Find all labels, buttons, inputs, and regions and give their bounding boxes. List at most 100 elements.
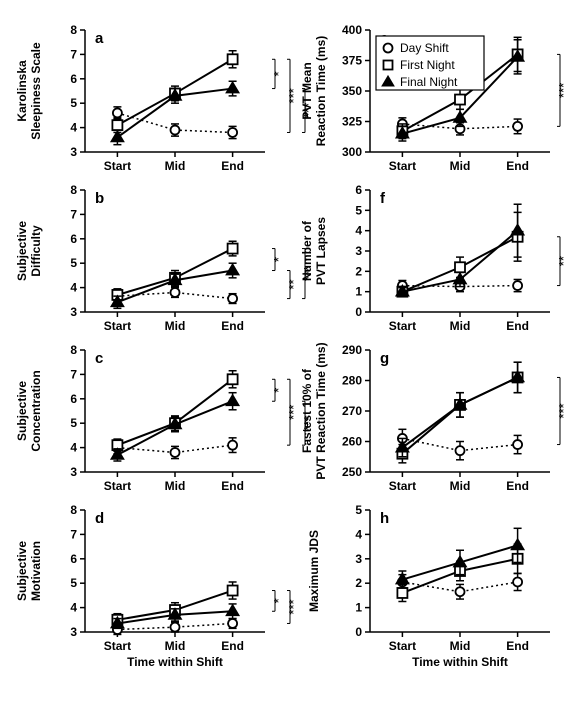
ytick-label: 2 xyxy=(355,576,362,590)
xtick-label: Mid xyxy=(450,319,471,333)
panel-a: 345678StartMidEndaKarolinskaSleepiness S… xyxy=(15,23,316,173)
y-axis-label: Sleepiness Scale xyxy=(29,42,43,140)
marker-first_night xyxy=(228,244,238,254)
ytick-label: 3 xyxy=(70,625,77,639)
legend-label: Final Night xyxy=(400,75,458,89)
ytick-label: 3 xyxy=(70,305,77,319)
y-axis-label: PVT Reaction Time (ms) xyxy=(314,342,328,479)
marker-final_night xyxy=(512,539,524,549)
marker-day_shift xyxy=(513,577,522,586)
sig-label: * xyxy=(271,71,286,76)
marker-final_night xyxy=(397,442,409,452)
y-axis-label: Concentration xyxy=(29,370,43,451)
y-axis-label: Reaction Time (ms) xyxy=(314,36,328,146)
ytick-label: 6 xyxy=(70,392,77,406)
ytick-label: 1 xyxy=(355,601,362,615)
marker-day_shift xyxy=(228,441,237,450)
marker-first_night xyxy=(228,586,238,596)
xtick-label: Start xyxy=(389,319,416,333)
ytick-label: 8 xyxy=(70,183,77,197)
ytick-label: 4 xyxy=(70,121,77,135)
ytick-label: 4 xyxy=(355,224,362,238)
ytick-label: 250 xyxy=(342,465,362,479)
y-axis-label: PVT Mean xyxy=(300,62,314,119)
ytick-label: 6 xyxy=(70,552,77,566)
marker-legend xyxy=(384,44,393,53)
ytick-label: 7 xyxy=(70,207,77,221)
ytick-label: 5 xyxy=(70,416,77,430)
panel-letter: d xyxy=(95,510,104,527)
panel-letter: f xyxy=(380,190,386,207)
y-axis-label: Karolinska xyxy=(15,60,29,122)
marker-final_night xyxy=(227,265,239,275)
y-axis-label: Maximum JDS xyxy=(307,530,321,612)
xtick-label: Mid xyxy=(165,319,186,333)
marker-first_night xyxy=(228,374,238,384)
ytick-label: 0 xyxy=(355,625,362,639)
xtick-label: End xyxy=(221,479,244,493)
sig-label: ** xyxy=(286,279,301,289)
panel-c: 345678StartMidEndcSubjectiveConcentratio… xyxy=(15,343,316,493)
figure-root: 3 4 5 6 7 8 Start Mid End a KarolinskaSleepiness S… xyxy=(10,10,571,695)
marker-legend xyxy=(384,61,393,70)
ytick-label: 300 xyxy=(342,145,362,159)
marker-first_night xyxy=(397,588,407,598)
ytick-label: 7 xyxy=(70,527,77,541)
y-axis-label: Fastest 10% of xyxy=(300,368,314,453)
ytick-label: 6 xyxy=(70,72,77,86)
x-axis-label: Time within Shift xyxy=(127,655,223,669)
ytick-label: 280 xyxy=(342,374,362,388)
y-axis-label: PVT Lapses xyxy=(314,217,328,285)
panel-f: 0123456StartMidEndfNumber ofPVT Lapses**… xyxy=(300,183,571,333)
marker-day_shift xyxy=(171,288,180,297)
marker-final_night xyxy=(227,395,239,405)
marker-final_night xyxy=(227,605,239,615)
x-axis-label: Time within Shift xyxy=(412,655,508,669)
marker-day_shift xyxy=(228,619,237,628)
marker-day_shift xyxy=(171,126,180,135)
marker-first_night xyxy=(228,54,238,64)
marker-first_night xyxy=(112,120,122,130)
panel-d: 345678StartMidEnddSubjectiveMotivation**… xyxy=(15,503,301,669)
y-axis-label: Subjective xyxy=(15,381,29,441)
xtick-label: End xyxy=(221,639,244,653)
marker-day_shift xyxy=(171,448,180,457)
sig-label: *** xyxy=(286,599,301,614)
ytick-label: 6 xyxy=(355,183,362,197)
y-axis-label: Subjective xyxy=(15,221,29,281)
ytick-label: 3 xyxy=(70,465,77,479)
marker-day_shift xyxy=(113,108,122,117)
ytick-label: 3 xyxy=(355,552,362,566)
panel-letter: b xyxy=(95,190,104,207)
marker-final_night xyxy=(512,225,524,235)
sig-label: * xyxy=(271,598,286,603)
marker-day_shift xyxy=(513,122,522,131)
legend: Day ShiftFirst NightFinal Night xyxy=(376,36,484,90)
sig-label: * xyxy=(271,257,286,262)
ytick-label: 3 xyxy=(355,244,362,258)
legend-label: First Night xyxy=(400,58,455,72)
panel-letter: h xyxy=(380,510,389,527)
xtick-label: Start xyxy=(104,319,131,333)
ytick-label: 8 xyxy=(70,23,77,37)
xtick-label: End xyxy=(506,319,529,333)
y-axis-label: Motivation xyxy=(29,541,43,601)
xtick-label: End xyxy=(221,319,244,333)
ytick-label: 5 xyxy=(70,256,77,270)
ytick-label: 4 xyxy=(70,601,77,615)
xtick-label: End xyxy=(506,479,529,493)
xtick-label: Start xyxy=(104,479,131,493)
xtick-label: Mid xyxy=(450,479,471,493)
panel-letter: a xyxy=(95,30,104,47)
xtick-label: Mid xyxy=(165,159,186,173)
ytick-label: 7 xyxy=(70,47,77,61)
ytick-label: 4 xyxy=(355,527,362,541)
ytick-label: 290 xyxy=(342,343,362,357)
sig-label: * xyxy=(271,388,286,393)
y-axis-label: Difficulty xyxy=(29,225,43,277)
marker-final_night xyxy=(112,131,124,141)
ytick-label: 4 xyxy=(70,441,77,455)
y-axis-label: Number of xyxy=(300,220,314,281)
sig-label: *** xyxy=(556,403,571,418)
ytick-label: 350 xyxy=(342,84,362,98)
